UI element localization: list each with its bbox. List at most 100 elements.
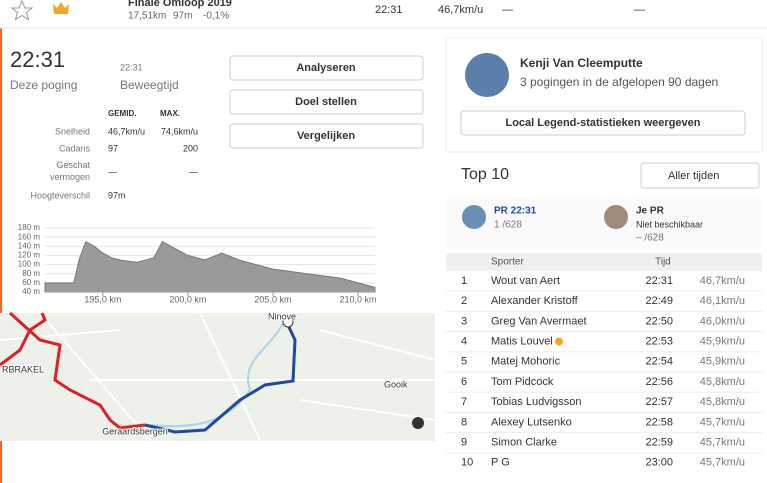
- map-label: Ninove: [268, 311, 296, 321]
- map-river: [149, 319, 286, 428]
- button-label[interactable]: Analyseren: [296, 62, 356, 74]
- rank: 2: [461, 295, 467, 307]
- speed: 45,7km/u: [700, 457, 745, 469]
- time: 22:50: [645, 315, 673, 327]
- button[interactable]: [229, 89, 424, 115]
- y-tick-label: 120 m: [18, 251, 41, 260]
- star-icon[interactable]: [10, 0, 34, 21]
- athlete-name[interactable]: Tom Pidcock: [491, 376, 554, 388]
- effort-time-label: Deze poging: [10, 78, 77, 92]
- athlete-name[interactable]: P G: [491, 457, 510, 469]
- pr-avatar: [462, 205, 486, 229]
- speed: 45,7km/u: [700, 416, 745, 428]
- left-accent: [0, 28, 2, 483]
- time: 22:54: [645, 356, 673, 368]
- avatar[interactable]: [465, 53, 509, 97]
- athlete-name[interactable]: Simon Clarke: [491, 437, 557, 449]
- my-pr-label: Je PR: [636, 206, 665, 217]
- speed: 45,8km/u: [700, 376, 745, 388]
- speed: 45,8km/u: [700, 396, 745, 408]
- finish-marker: [282, 316, 294, 328]
- athlete-name[interactable]: Alexey Lutsenko: [491, 416, 572, 428]
- y-tick-label: 160 m: [18, 232, 41, 241]
- stat-label: Hoogteverschil: [30, 190, 90, 200]
- speed: 46,1km/u: [700, 295, 745, 307]
- stat-avg: 46,7km/u: [108, 126, 145, 136]
- map-background: [0, 313, 435, 441]
- time: 23:00: [645, 457, 673, 469]
- athlete-name[interactable]: Wout van Aert: [491, 275, 560, 287]
- x-tick-label: 200,0 km: [169, 294, 206, 304]
- time: 22:59: [645, 437, 673, 449]
- pr-panel: [446, 197, 762, 249]
- athlete-name[interactable]: Matej Mohoric: [491, 356, 561, 368]
- speed: 46,0km/u: [700, 315, 745, 327]
- y-tick-label: 60 m: [22, 278, 40, 287]
- segment-col2: —: [634, 4, 645, 16]
- segment-speed: 46,7km/u: [438, 4, 483, 16]
- time: 22:31: [645, 275, 673, 287]
- y-tick-label: 80 m: [22, 269, 40, 278]
- stat-label: Cadans: [59, 143, 91, 153]
- athlete-name[interactable]: Greg Van Avermaet: [491, 315, 587, 327]
- stat-max: 200: [183, 143, 198, 153]
- time: 22:56: [645, 376, 673, 388]
- stats-header: GEMID.: [108, 109, 136, 118]
- moving-time: 22:31: [120, 62, 143, 72]
- time: 22:57: [645, 396, 673, 408]
- x-tick-label: 195,0 km: [84, 294, 121, 304]
- effort-time: 22:31: [10, 47, 65, 72]
- rank: 3: [461, 315, 467, 327]
- button-label[interactable]: Local Legend-statistieken weergeven: [505, 117, 700, 129]
- button[interactable]: [229, 55, 424, 81]
- time: 22:49: [645, 295, 673, 307]
- button[interactable]: [229, 123, 424, 149]
- stat-max: 74,6km/u: [161, 126, 198, 136]
- rank: 1: [461, 275, 467, 287]
- map[interactable]: [0, 311, 436, 441]
- filter-dropdown[interactable]: [640, 162, 760, 189]
- y-tick-label: 140 m: [18, 241, 41, 250]
- my-pr-rank: – /628: [636, 233, 664, 244]
- segment-grade: -0,1%: [203, 11, 229, 22]
- time: 22:58: [645, 416, 673, 428]
- info-icon[interactable]: [412, 417, 424, 429]
- segment-col1: —: [502, 4, 513, 16]
- map-roads: [0, 312, 436, 441]
- rank: 4: [461, 336, 467, 348]
- segment-route: [144, 324, 297, 434]
- badge-icon: [555, 337, 563, 346]
- speed: 45,9km/u: [700, 356, 745, 368]
- legend-attempts: 3 pogingen in de afgelopen 90 dagen: [520, 75, 718, 89]
- athlete-name[interactable]: Tobias Ludvigsson: [491, 396, 582, 408]
- rank: 9: [461, 437, 467, 449]
- button-label[interactable]: Vergelijken: [297, 130, 355, 142]
- segment-name[interactable]: Finale Omloop 2019: [128, 0, 232, 9]
- table-header-bg: [446, 253, 762, 271]
- button-label[interactable]: Doel stellen: [295, 96, 357, 108]
- pr-rank: 1 /628: [494, 220, 522, 231]
- map-label: RBRAKEL: [2, 364, 44, 374]
- rank: 5: [461, 356, 467, 368]
- stat-max: —: [189, 166, 198, 176]
- athlete-name[interactable]: Alexander Kristoff: [491, 295, 579, 307]
- y-tick-label: 40 m: [22, 287, 40, 296]
- table-header: Sporter: [491, 257, 524, 268]
- x-tick-label: 205,0 km: [254, 294, 291, 304]
- stat-label: Geschat vermogen: [50, 160, 91, 182]
- leaderboard-title: Top 10: [461, 166, 509, 183]
- athlete-name[interactable]: Matis Louvel: [491, 336, 553, 348]
- filter-label[interactable]: Aller tijden: [668, 170, 719, 182]
- speed: 45,7km/u: [700, 437, 745, 449]
- rank: 8: [461, 416, 467, 428]
- rank: 7: [461, 396, 467, 408]
- stats-header: MAX.: [160, 109, 180, 118]
- x-tick-label: 210,0 km: [339, 294, 376, 304]
- button[interactable]: [460, 110, 746, 136]
- route-before: [0, 311, 146, 430]
- y-tick-label: 100 m: [18, 260, 41, 269]
- rank: 10: [461, 457, 473, 469]
- crown-icon: [53, 2, 69, 14]
